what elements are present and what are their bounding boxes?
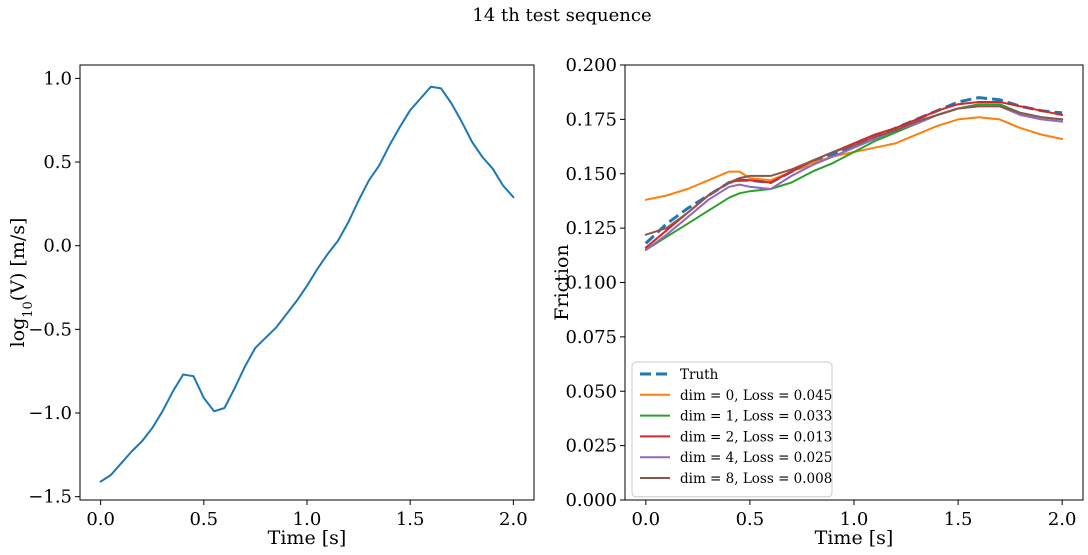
- x-tick-label: 0.0: [631, 509, 660, 530]
- y-tick-label: −1.5: [28, 487, 72, 508]
- x-tick-label: 1.5: [396, 509, 425, 530]
- x-tick-label: 1.0: [293, 509, 322, 530]
- x-tick-label: 1.5: [944, 509, 973, 530]
- x-tick-label: 1.0: [840, 509, 869, 530]
- x-tick-label: 0.0: [86, 509, 115, 530]
- legend-label: dim = 8, Loss = 0.008: [680, 471, 832, 487]
- y-tick-label: 0.150: [565, 164, 617, 185]
- right-chart-frame: [624, 64, 1084, 501]
- left-chart: 0.0 0.5 1.0 1.5 2.0 −1.5 −1.0 −0.5 0.0 0.5 1.0 Tim…: [7, 64, 535, 549]
- right-chart-y-axis-label: Friction: [551, 244, 573, 320]
- series-line-0: [99, 85, 515, 483]
- y-tick-label: 0.050: [565, 381, 617, 402]
- series-line-5: [644, 105, 1064, 236]
- legend-label: dim = 1, Loss = 0.033: [680, 409, 832, 425]
- legend-label: Truth: [680, 367, 719, 383]
- right-chart: 0.0 0.5 1.0 1.5 2.0 0.000 0.025 0.050 0.075 0.100…: [551, 55, 1084, 549]
- y-tick-label: −0.5: [28, 319, 72, 340]
- series-line-0: [644, 96, 1063, 245]
- y-tick-label: 0.000: [565, 490, 617, 511]
- y-tick-label: 0.075: [565, 327, 617, 348]
- legend-label: dim = 2, Loss = 0.013: [680, 429, 832, 445]
- left-chart-x-axis-label: Time [s]: [268, 527, 347, 549]
- right-chart-ticks: 0.0 0.5 1.0 1.5 2.0 0.000 0.025 0.050 0.075 0.100…: [565, 55, 1076, 530]
- left-chart-ticks: 0.0 0.5 1.0 1.5 2.0 −1.5 −1.0 −0.5 0.0 0.5 1.0: [28, 68, 527, 530]
- series-line-1: [644, 116, 1064, 201]
- x-tick-label: 0.5: [736, 509, 765, 530]
- right-chart-legend: Truth dim = 0, Loss = 0.045 dim = 1, Loss …: [631, 361, 833, 498]
- y-tick-label: 0.175: [565, 109, 617, 130]
- left-chart-frame: [79, 64, 535, 501]
- figure-title: 14 th test sequence: [472, 5, 651, 26]
- series-line-2: [644, 103, 1064, 251]
- x-tick-label: 0.5: [189, 509, 218, 530]
- legend-label: dim = 0, Loss = 0.045: [680, 388, 832, 404]
- series-line-3: [644, 101, 1064, 249]
- series-line-4: [644, 105, 1064, 251]
- x-tick-label: 2.0: [499, 509, 528, 530]
- y-tick-label: −1.0: [28, 403, 72, 424]
- y-tick-label: 0.0: [43, 236, 72, 257]
- y-tick-label: 0.100: [565, 273, 617, 294]
- right-chart-x-axis-label: Time [s]: [815, 527, 894, 549]
- right-chart-marks: [644, 96, 1064, 251]
- left-chart-marks: [99, 85, 515, 483]
- y-tick-label: 1.0: [43, 68, 72, 89]
- x-tick-label: 2.0: [1048, 509, 1077, 530]
- legend-box: [631, 361, 833, 498]
- y-tick-label: 0.5: [43, 152, 72, 173]
- y-tick-label: 0.125: [565, 218, 617, 239]
- legend-label: dim = 4, Loss = 0.025: [680, 450, 832, 466]
- left-chart-y-axis-label: log10(V) [m/s]: [7, 218, 36, 348]
- y-tick-label: 0.025: [565, 436, 617, 457]
- y-tick-label: 0.200: [565, 55, 617, 76]
